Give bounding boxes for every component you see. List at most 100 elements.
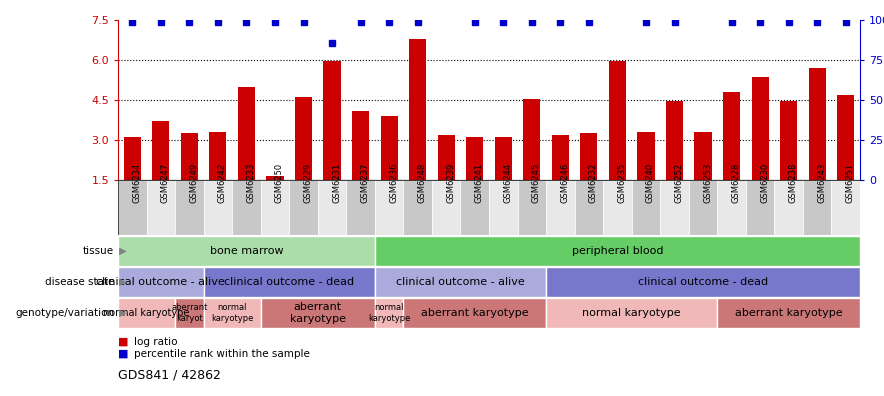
Bar bbox=[489, 180, 517, 235]
Bar bbox=[380, 116, 398, 180]
Text: GSM6252: GSM6252 bbox=[674, 163, 683, 203]
Bar bbox=[774, 180, 803, 235]
Text: clinical outcome - dead: clinical outcome - dead bbox=[225, 277, 354, 287]
Bar bbox=[432, 180, 461, 235]
Bar bbox=[495, 137, 512, 180]
Bar bbox=[181, 133, 198, 180]
Text: disease state: disease state bbox=[44, 277, 114, 287]
Text: ▶: ▶ bbox=[116, 308, 126, 318]
Text: clinical outcome - alive: clinical outcome - alive bbox=[396, 277, 525, 287]
Bar bbox=[261, 298, 375, 328]
Text: GSM6228: GSM6228 bbox=[732, 163, 741, 203]
Bar bbox=[238, 87, 255, 180]
Text: aberrant karyotype: aberrant karyotype bbox=[735, 308, 842, 318]
Bar bbox=[175, 180, 203, 235]
Text: GSM6248: GSM6248 bbox=[417, 163, 427, 203]
Bar bbox=[466, 137, 484, 180]
Text: GSM6241: GSM6241 bbox=[475, 163, 484, 203]
Bar bbox=[751, 77, 769, 180]
Text: GSM6253: GSM6253 bbox=[703, 163, 712, 203]
Text: GSM6244: GSM6244 bbox=[503, 163, 512, 203]
Bar bbox=[546, 180, 575, 235]
Bar bbox=[666, 101, 683, 180]
Bar bbox=[118, 298, 175, 328]
Bar bbox=[832, 180, 860, 235]
Bar bbox=[523, 99, 540, 180]
Bar bbox=[632, 180, 660, 235]
Bar bbox=[695, 132, 712, 180]
Text: GSM6250: GSM6250 bbox=[275, 163, 284, 203]
Text: bone marrow: bone marrow bbox=[210, 246, 283, 256]
Bar bbox=[118, 267, 203, 297]
Bar bbox=[723, 92, 740, 180]
Bar bbox=[324, 61, 340, 180]
Text: GSM6243: GSM6243 bbox=[817, 163, 827, 203]
Bar bbox=[746, 180, 774, 235]
Bar bbox=[517, 180, 546, 235]
Bar bbox=[609, 61, 626, 180]
Bar bbox=[580, 133, 598, 180]
Text: aberrant karyotype: aberrant karyotype bbox=[421, 308, 529, 318]
Bar bbox=[152, 121, 170, 180]
Bar bbox=[203, 180, 232, 235]
Text: clinical outcome - alive: clinical outcome - alive bbox=[96, 277, 225, 287]
Text: ▶: ▶ bbox=[116, 246, 126, 256]
Bar bbox=[780, 101, 797, 180]
Bar bbox=[809, 68, 826, 180]
Bar bbox=[203, 267, 375, 297]
Bar bbox=[575, 180, 603, 235]
Text: percentile rank within the sample: percentile rank within the sample bbox=[133, 349, 309, 359]
Bar bbox=[232, 180, 261, 235]
Bar bbox=[175, 298, 203, 328]
Text: GSM6234: GSM6234 bbox=[133, 163, 141, 203]
Text: ▶: ▶ bbox=[116, 277, 126, 287]
Bar bbox=[803, 180, 832, 235]
Text: log ratio: log ratio bbox=[133, 337, 178, 347]
Text: GSM6247: GSM6247 bbox=[161, 163, 170, 203]
Bar bbox=[403, 298, 546, 328]
Bar bbox=[210, 132, 226, 180]
Bar bbox=[717, 298, 860, 328]
Text: GSM6230: GSM6230 bbox=[760, 163, 769, 203]
Bar bbox=[147, 180, 175, 235]
Bar bbox=[124, 137, 141, 180]
Bar bbox=[375, 267, 546, 297]
Bar bbox=[603, 180, 632, 235]
Bar bbox=[717, 180, 746, 235]
Bar bbox=[837, 95, 854, 180]
Text: normal
karyotype: normal karyotype bbox=[211, 303, 254, 323]
Text: aberrant
karyot: aberrant karyot bbox=[171, 303, 208, 323]
Bar bbox=[317, 180, 347, 235]
Bar bbox=[689, 180, 717, 235]
Text: GSM6242: GSM6242 bbox=[217, 163, 227, 203]
Bar bbox=[266, 176, 284, 180]
Text: GSM6236: GSM6236 bbox=[389, 163, 398, 203]
Bar bbox=[546, 267, 860, 297]
Bar bbox=[375, 236, 860, 266]
Text: normal karyotype: normal karyotype bbox=[103, 308, 190, 318]
Text: peripheral blood: peripheral blood bbox=[572, 246, 663, 256]
Bar bbox=[637, 132, 654, 180]
Bar bbox=[403, 180, 432, 235]
Bar bbox=[660, 180, 689, 235]
Text: GSM6237: GSM6237 bbox=[361, 163, 370, 203]
Text: GSM6238: GSM6238 bbox=[789, 163, 797, 203]
Text: GSM6246: GSM6246 bbox=[560, 163, 569, 203]
Text: GDS841 / 42862: GDS841 / 42862 bbox=[118, 368, 221, 381]
Text: genotype/variation: genotype/variation bbox=[15, 308, 114, 318]
Bar bbox=[203, 298, 261, 328]
Text: GSM6229: GSM6229 bbox=[303, 163, 313, 203]
Text: GSM6239: GSM6239 bbox=[446, 163, 455, 203]
Bar bbox=[295, 97, 312, 180]
Text: GSM6245: GSM6245 bbox=[532, 163, 541, 203]
Bar bbox=[438, 135, 454, 180]
Bar bbox=[347, 180, 375, 235]
Text: ■: ■ bbox=[118, 349, 128, 359]
Text: GSM6231: GSM6231 bbox=[332, 163, 341, 203]
Text: GSM6249: GSM6249 bbox=[189, 163, 198, 203]
Bar bbox=[546, 298, 717, 328]
Bar bbox=[118, 236, 375, 266]
Bar bbox=[552, 135, 569, 180]
Text: aberrant
karyotype: aberrant karyotype bbox=[290, 302, 346, 324]
Bar bbox=[261, 180, 289, 235]
